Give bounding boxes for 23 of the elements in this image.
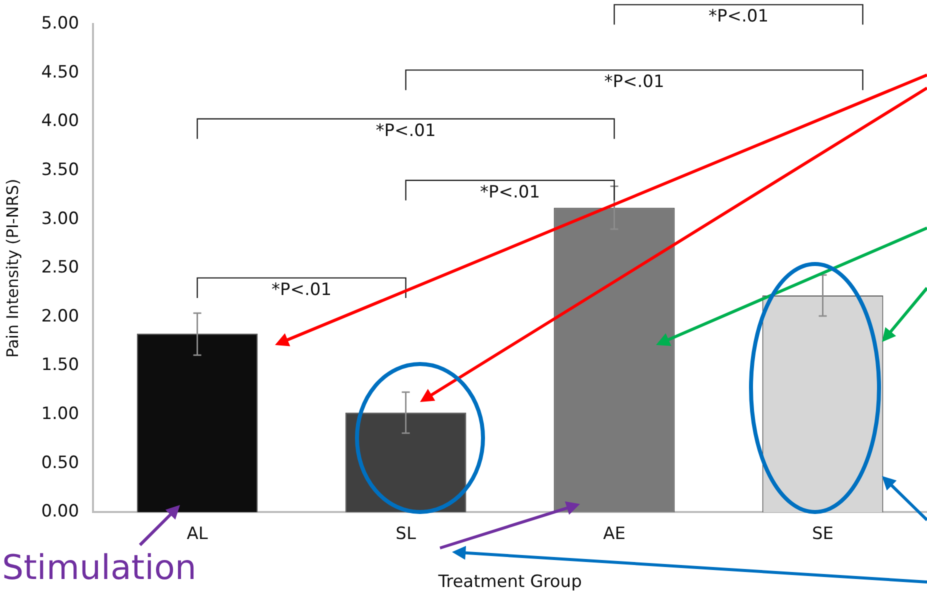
x-tick-label: AE — [603, 524, 626, 544]
annotation: *P<.01 — [376, 120, 436, 141]
y-tick-label: 4.50 — [41, 62, 80, 82]
x-tick-label: SL — [396, 524, 416, 544]
y-tick-label: 0.50 — [41, 452, 80, 473]
y-axis-title: Pain Intensity (PI-NRS) — [2, 178, 22, 358]
annotation: *P<.01 — [480, 182, 540, 202]
y-tick-label: 3.50 — [41, 160, 80, 180]
y-tick-label: 1.50 — [41, 355, 80, 376]
y-tick-label: 3.00 — [41, 208, 80, 229]
annotation: *P<.01 — [272, 280, 332, 300]
x-axis-title: Treatment Group — [437, 572, 582, 592]
y-tick-label: 5.00 — [41, 14, 80, 34]
text: Stimulation — [2, 548, 196, 588]
annotation: *P<.01 — [708, 6, 769, 27]
x-tick-label: AL — [186, 524, 208, 544]
y-tick-label: 4.00 — [41, 111, 80, 132]
annotation: *P<.01 — [604, 72, 664, 92]
y-tick-label: 2.00 — [41, 306, 80, 326]
y-tick-label: 2.50 — [41, 258, 80, 278]
y-tick-label: 1.00 — [41, 404, 80, 424]
y-tick-label: 0.00 — [41, 502, 80, 522]
x-tick-label: SE — [812, 524, 834, 544]
